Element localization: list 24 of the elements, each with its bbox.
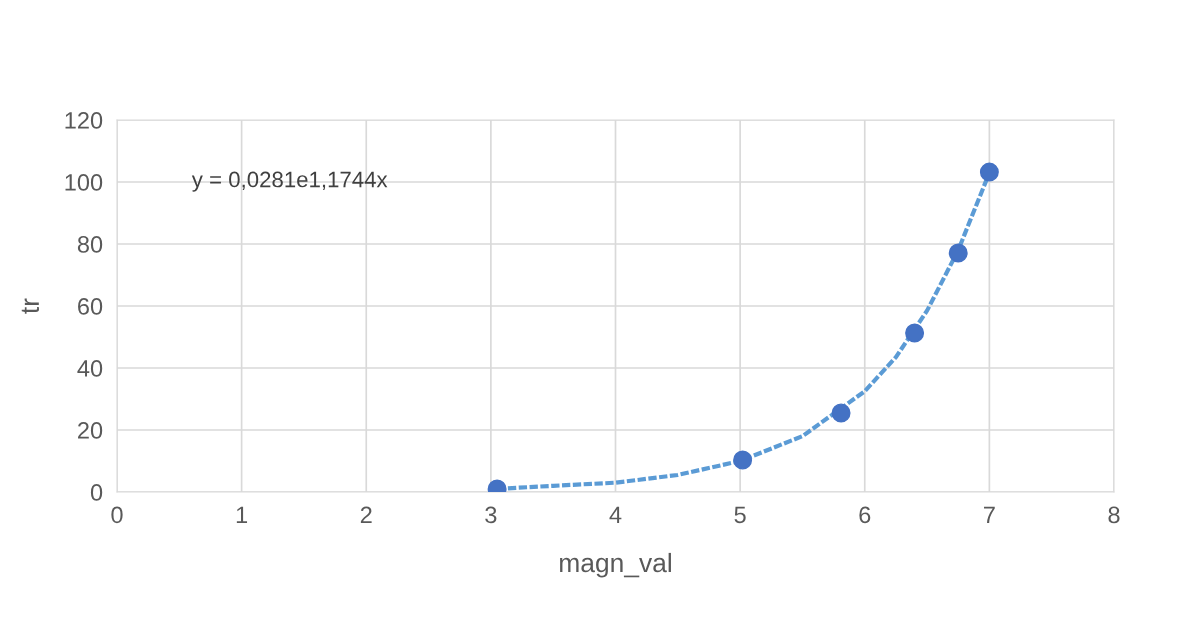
x-tick-label: 2 bbox=[360, 506, 372, 523]
point bbox=[948, 243, 968, 263]
point bbox=[905, 323, 925, 343]
y-tick-label: 100 bbox=[65, 174, 103, 191]
point bbox=[831, 403, 851, 423]
x-tick-label: 4 bbox=[609, 506, 622, 523]
x-tick-label: 6 bbox=[859, 506, 871, 524]
y-tick-label: 20 bbox=[78, 422, 103, 439]
y-tick-label: 120 bbox=[65, 112, 103, 129]
x-tick-label: 5 bbox=[734, 506, 746, 524]
x-tick-label: 7 bbox=[984, 506, 995, 523]
x-tick-label: 3 bbox=[485, 506, 497, 524]
x-tick-label: 8 bbox=[1108, 506, 1120, 524]
y-tick-label: 80 bbox=[77, 236, 103, 253]
point bbox=[979, 162, 999, 182]
x-tick-label: 0 bbox=[111, 506, 123, 524]
y-tick-label: 40 bbox=[77, 360, 103, 377]
y-axis-title: tr bbox=[21, 298, 40, 314]
y-tick-label: 60 bbox=[78, 298, 103, 315]
y-tick-label: 0 bbox=[90, 484, 103, 501]
x-axis-title: magn_val bbox=[560, 552, 671, 578]
annotation: y = 0,0281e1,1744x bbox=[191, 171, 388, 192]
x-tick-label: 1 bbox=[236, 506, 248, 523]
point bbox=[733, 450, 753, 470]
